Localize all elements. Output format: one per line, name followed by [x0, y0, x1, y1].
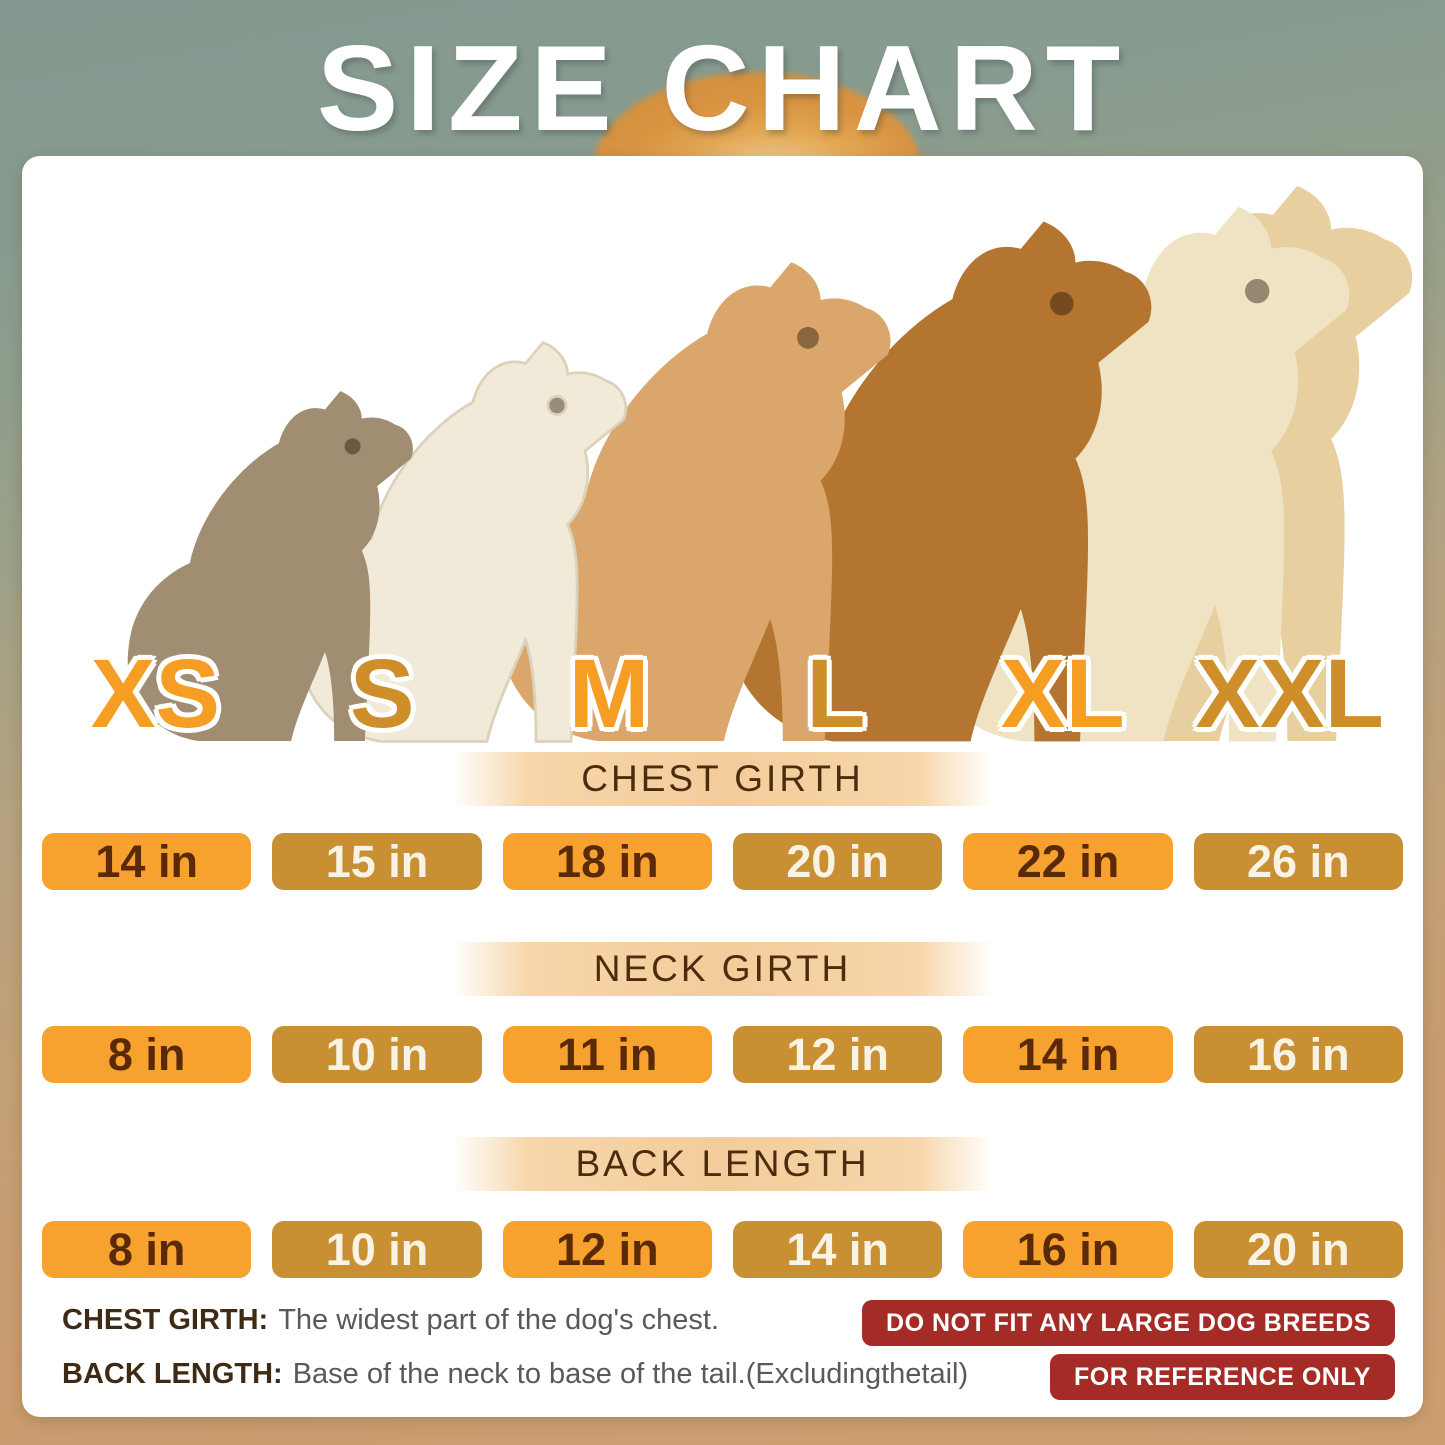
- measurement-pill-neck-xl: 14 in: [963, 1026, 1173, 1083]
- measurement-pill-chest-xxl: 26 in: [1193, 833, 1403, 890]
- size-label-s: S: [349, 639, 415, 748]
- note-label: CHEST GIRTH:: [62, 1304, 269, 1336]
- measurement-pill-neck-m: 11 in: [502, 1026, 712, 1083]
- note-text: The widest part of the dog's chest.: [278, 1304, 719, 1336]
- chest-girth-values-row: 14 in 15 in 18 in 20 in 22 in 26 in: [42, 833, 1403, 890]
- note-chest-girth: CHEST GIRTH: The widest part of the dog's…: [62, 1304, 719, 1337]
- warning-badge-large-breeds: DO NOT FIT ANY LARGE DOG BREEDS: [862, 1300, 1395, 1346]
- measurement-pill-neck-xxl: 16 in: [1193, 1026, 1403, 1083]
- page-title: SIZE CHART: [316, 20, 1129, 156]
- section-header-label: BACK LENGTH: [575, 1143, 870, 1184]
- size-labels-row: XS S M L XL XXL: [42, 644, 1403, 744]
- note-back-length: BACK LENGTH: Base of the neck to base of …: [62, 1358, 968, 1391]
- measurement-pill-chest-s: 15 in: [272, 833, 482, 890]
- size-label-l: L: [806, 639, 866, 748]
- measurement-pill-neck-l: 12 in: [732, 1026, 943, 1083]
- measurement-pill-back-s: 10 in: [272, 1221, 482, 1278]
- measurement-pill-chest-xl: 22 in: [963, 833, 1173, 890]
- measurement-pill-back-xl: 16 in: [963, 1221, 1173, 1278]
- section-header-neck-girth: NECK GIRTH: [452, 942, 993, 996]
- measurement-pill-chest-m: 18 in: [502, 833, 712, 890]
- measurement-pill-chest-xs: 14 in: [42, 833, 252, 890]
- note-text: Base of the neck to base of the tail.(Ex…: [292, 1358, 969, 1390]
- measurement-pill-neck-xs: 8 in: [42, 1026, 252, 1083]
- back-length-values-row: 8 in 10 in 12 in 14 in 16 in 20 in: [42, 1221, 1403, 1278]
- reference-only-badge: FOR REFERENCE ONLY: [1049, 1354, 1395, 1400]
- measurement-pill-chest-l: 20 in: [732, 833, 943, 890]
- section-header-label: NECK GIRTH: [593, 948, 852, 989]
- size-label-xl: XL: [1000, 639, 1125, 748]
- neck-girth-values-row: 8 in 10 in 11 in 12 in 14 in 16 in: [42, 1026, 1403, 1083]
- content-panel: XS S M L XL XXL CHEST GIRTH 14 in 15 in …: [22, 156, 1423, 1417]
- note-label: BACK LENGTH:: [62, 1358, 283, 1390]
- size-label-m: M: [568, 639, 650, 748]
- measurement-pill-back-l: 14 in: [732, 1221, 943, 1278]
- measurement-pill-back-m: 12 in: [502, 1221, 712, 1278]
- measurement-pill-neck-s: 10 in: [272, 1026, 482, 1083]
- section-header-label: CHEST GIRTH: [581, 758, 864, 799]
- size-label-xxl: XXL: [1195, 639, 1384, 748]
- section-header-chest-girth: CHEST GIRTH: [452, 752, 993, 806]
- size-label-xs: XS: [90, 639, 221, 748]
- section-header-back-length: BACK LENGTH: [452, 1137, 993, 1191]
- measurement-pill-back-xs: 8 in: [42, 1221, 252, 1278]
- measurement-pill-back-xxl: 20 in: [1193, 1221, 1403, 1278]
